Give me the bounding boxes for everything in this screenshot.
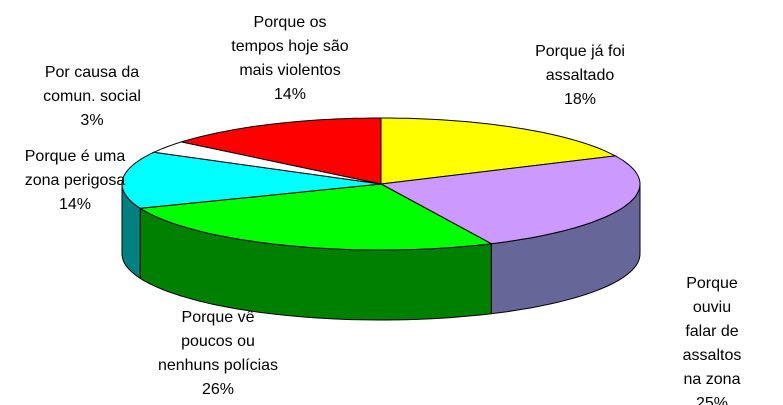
slice-label: Por causa da comun. social 3% [43,61,141,133]
slice-label: Porque é uma zona perigosa 14% [25,145,126,217]
slice [121,151,382,209]
percent-label: 14% [58,196,92,213]
percent-label: 25% [695,395,729,405]
category-label: Porque vê poucos ou nenhuns polícias [157,309,279,374]
slice [380,117,618,185]
percent-label: 3% [80,112,104,129]
slice-label: Porque já foi assaltado 18% [535,40,625,112]
slice-label: Porque vê poucos ou nenhuns polícias 26% [158,306,278,402]
slice [181,117,382,185]
slice [379,155,641,245]
category-label: Porque ouviu falar de assaltos na zona [682,275,742,388]
category-label: Porque os tempos hoje são mais violentos [231,14,349,79]
slice-label: Porque os tempos hoje são mais violentos… [231,11,348,107]
slice [152,141,382,185]
category-label: Por causa da comun. social [43,64,141,105]
slice [138,183,493,251]
percent-label: 18% [563,91,597,108]
category-label: Porque é uma zona perigosa [24,148,126,189]
percent-label: 26% [201,381,235,398]
category-label: Porque já foi assaltado [535,43,625,84]
percent-label: 14% [273,86,307,103]
slice-label: Porque ouviu falar de assaltos na zona 25… [677,272,748,405]
